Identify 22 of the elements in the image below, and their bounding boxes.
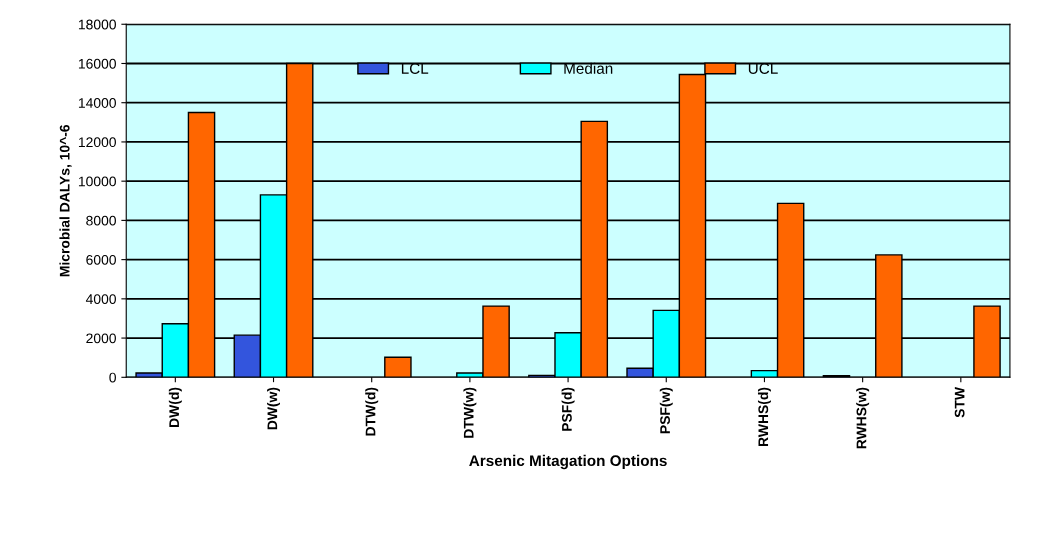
- y-tick-label: 6000: [86, 254, 116, 265]
- y-tick-label: 2000: [86, 333, 116, 344]
- x-axis-title: Arsenic Mitagation Options: [469, 454, 667, 470]
- y-tick-label: 12000: [78, 137, 116, 148]
- y-tick-label: 14000: [78, 98, 116, 108]
- y-tick-label: 4000: [85, 294, 116, 305]
- x-tick-label: PSF(w): [659, 387, 673, 434]
- x-tick-label: PSF(d): [561, 387, 575, 431]
- x-tick-label: DTW(w): [463, 387, 477, 438]
- legend-label: Median: [564, 62, 613, 74]
- y-axis-title: Microbial DALYs, 10^-6: [59, 124, 72, 277]
- y-tick-label: 16000: [78, 58, 116, 69]
- y-tick-label: 8000: [86, 215, 116, 226]
- x-tick-label: DTW(d): [365, 387, 379, 436]
- x-tick-label: DW(w): [267, 387, 280, 430]
- x-tick-label: RWHS(d): [757, 387, 771, 447]
- y-tick-label: 18000: [78, 19, 116, 30]
- y-tick-label: 0: [109, 372, 116, 383]
- y-tick-label: 10000: [78, 176, 116, 187]
- x-tick-label: RWHS(w): [856, 387, 870, 449]
- x-tick-label: DW(d): [168, 387, 182, 427]
- x-tick-label: STW: [954, 387, 965, 418]
